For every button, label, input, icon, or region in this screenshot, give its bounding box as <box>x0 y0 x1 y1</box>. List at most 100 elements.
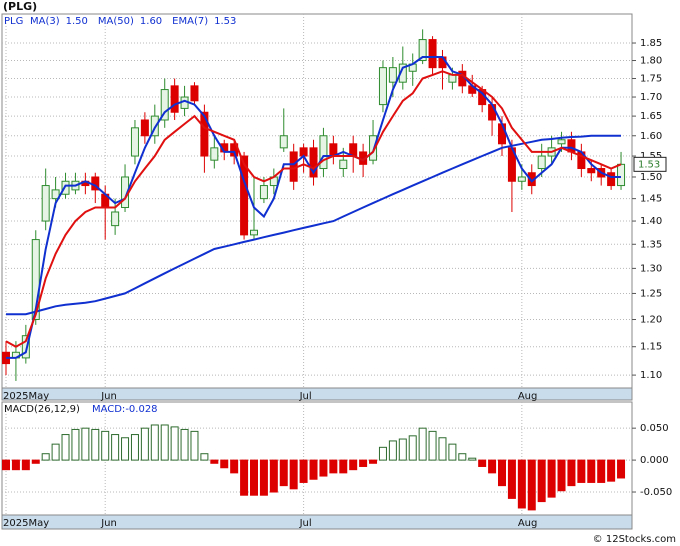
macd-bar <box>101 430 110 461</box>
macd-bar <box>269 459 278 493</box>
candle-body <box>339 159 348 170</box>
candle-body <box>537 155 546 170</box>
x-tick-label: Jul <box>299 391 312 402</box>
macd-bar <box>81 427 90 461</box>
y-tick-label: 0.050 <box>640 423 669 434</box>
macd-bar <box>557 459 566 492</box>
macd-bar <box>448 443 457 461</box>
candle-body <box>428 39 437 69</box>
macd-bar <box>498 459 506 487</box>
x-tick-label: Jun <box>100 391 117 402</box>
y-tick-label: 1.85 <box>640 38 662 49</box>
x-tick-label: Jun <box>100 518 117 529</box>
macd-bar <box>577 459 586 483</box>
macd-bar <box>11 459 20 471</box>
macd-bar <box>547 459 556 498</box>
y-tick-label: 1.70 <box>640 92 662 103</box>
candle-body <box>170 85 179 113</box>
last-price-label: 1.53 <box>638 159 660 170</box>
y-tick-label: 1.25 <box>640 288 662 299</box>
legend-value: 1.50 <box>66 16 88 27</box>
macd-bar <box>220 459 229 469</box>
candle-body <box>369 135 378 161</box>
macd-bar <box>587 459 596 483</box>
x-tick-label: 2025May <box>3 391 49 402</box>
macd-bar <box>21 459 30 471</box>
macd-bar <box>130 434 139 461</box>
plots: 1.10 1.15 1.20 1.25 1.30 1.35 1.40 1.45 1.50 1.55… <box>2 14 676 545</box>
candle-body <box>319 135 328 170</box>
macd-title: MACD(26,12,9) <box>4 404 80 415</box>
macd-bar <box>279 459 288 487</box>
candle-body <box>21 335 30 359</box>
macd-bar <box>259 459 268 496</box>
candle-body <box>517 176 526 182</box>
x-tick-label: Aug <box>518 391 538 402</box>
y-tick-label: 1.35 <box>640 239 662 250</box>
macd-bar <box>537 459 546 503</box>
candle-body <box>150 115 159 137</box>
macd-bar <box>378 446 387 461</box>
y-tick-label: 1.50 <box>640 172 662 183</box>
date-strip <box>1 387 633 401</box>
price-panel <box>1 13 633 389</box>
macd-bar <box>91 428 100 461</box>
y-tick-label: 1.75 <box>640 74 662 85</box>
macd-bar <box>210 459 219 464</box>
macd-bar <box>517 459 526 509</box>
y-tick-label: 1.30 <box>640 263 662 274</box>
macd-bar <box>339 459 348 474</box>
macd-bar <box>567 459 576 487</box>
macd-bar <box>250 459 258 496</box>
credit: © 12Stocks.com <box>593 534 676 545</box>
macd-bar <box>458 453 467 461</box>
candle-body <box>160 89 169 121</box>
candle-body <box>309 147 318 178</box>
macd-bar <box>319 459 328 477</box>
candle-body <box>61 180 70 195</box>
x-tick-label: Jul <box>299 518 312 529</box>
macd-bar <box>61 434 70 461</box>
macd-bar <box>617 459 626 479</box>
macd-bar <box>527 459 536 511</box>
y-tick-label: 1.20 <box>640 315 662 326</box>
macd-bar <box>289 459 298 490</box>
legend-ticker: PLG <box>4 16 23 27</box>
macd-bar <box>2 459 10 471</box>
macd-bar <box>41 453 50 461</box>
candle-body <box>31 239 40 321</box>
macd-bar <box>349 459 358 471</box>
candle-body <box>378 67 387 106</box>
macd-bar <box>408 435 417 461</box>
macd-bar <box>51 443 60 461</box>
macd-bar <box>369 459 378 464</box>
y-tick-label: 1.10 <box>640 370 662 381</box>
macd-bar <box>428 430 437 461</box>
candle-body <box>250 229 258 236</box>
candle-body <box>617 163 626 187</box>
macd-bar <box>299 459 308 483</box>
macd-bar <box>150 424 159 461</box>
legend-label: MA(3) <box>30 16 60 27</box>
last-price-box <box>633 156 667 172</box>
candle-body <box>130 127 139 157</box>
y-tick-label: 1.55 <box>640 151 662 162</box>
legend-label: MA(50) <box>98 16 134 27</box>
macd-bar <box>170 426 179 461</box>
macd-bar <box>121 437 130 461</box>
candle-body <box>557 139 566 145</box>
candle-body <box>607 172 616 187</box>
macd-bar <box>607 459 616 482</box>
candle-body <box>448 74 457 83</box>
macd-bar <box>160 424 169 461</box>
candle-body <box>200 111 209 157</box>
legend-value: 1.53 <box>214 16 236 27</box>
macd-bar <box>111 434 120 461</box>
legend-value: 1.60 <box>140 16 162 27</box>
macd-bar <box>478 459 487 467</box>
x-tick-label: Aug <box>518 518 538 529</box>
y-tick-label: 1.40 <box>640 216 662 227</box>
candle-body <box>388 67 397 83</box>
macd-bar <box>31 459 40 464</box>
candle-body <box>240 155 249 236</box>
